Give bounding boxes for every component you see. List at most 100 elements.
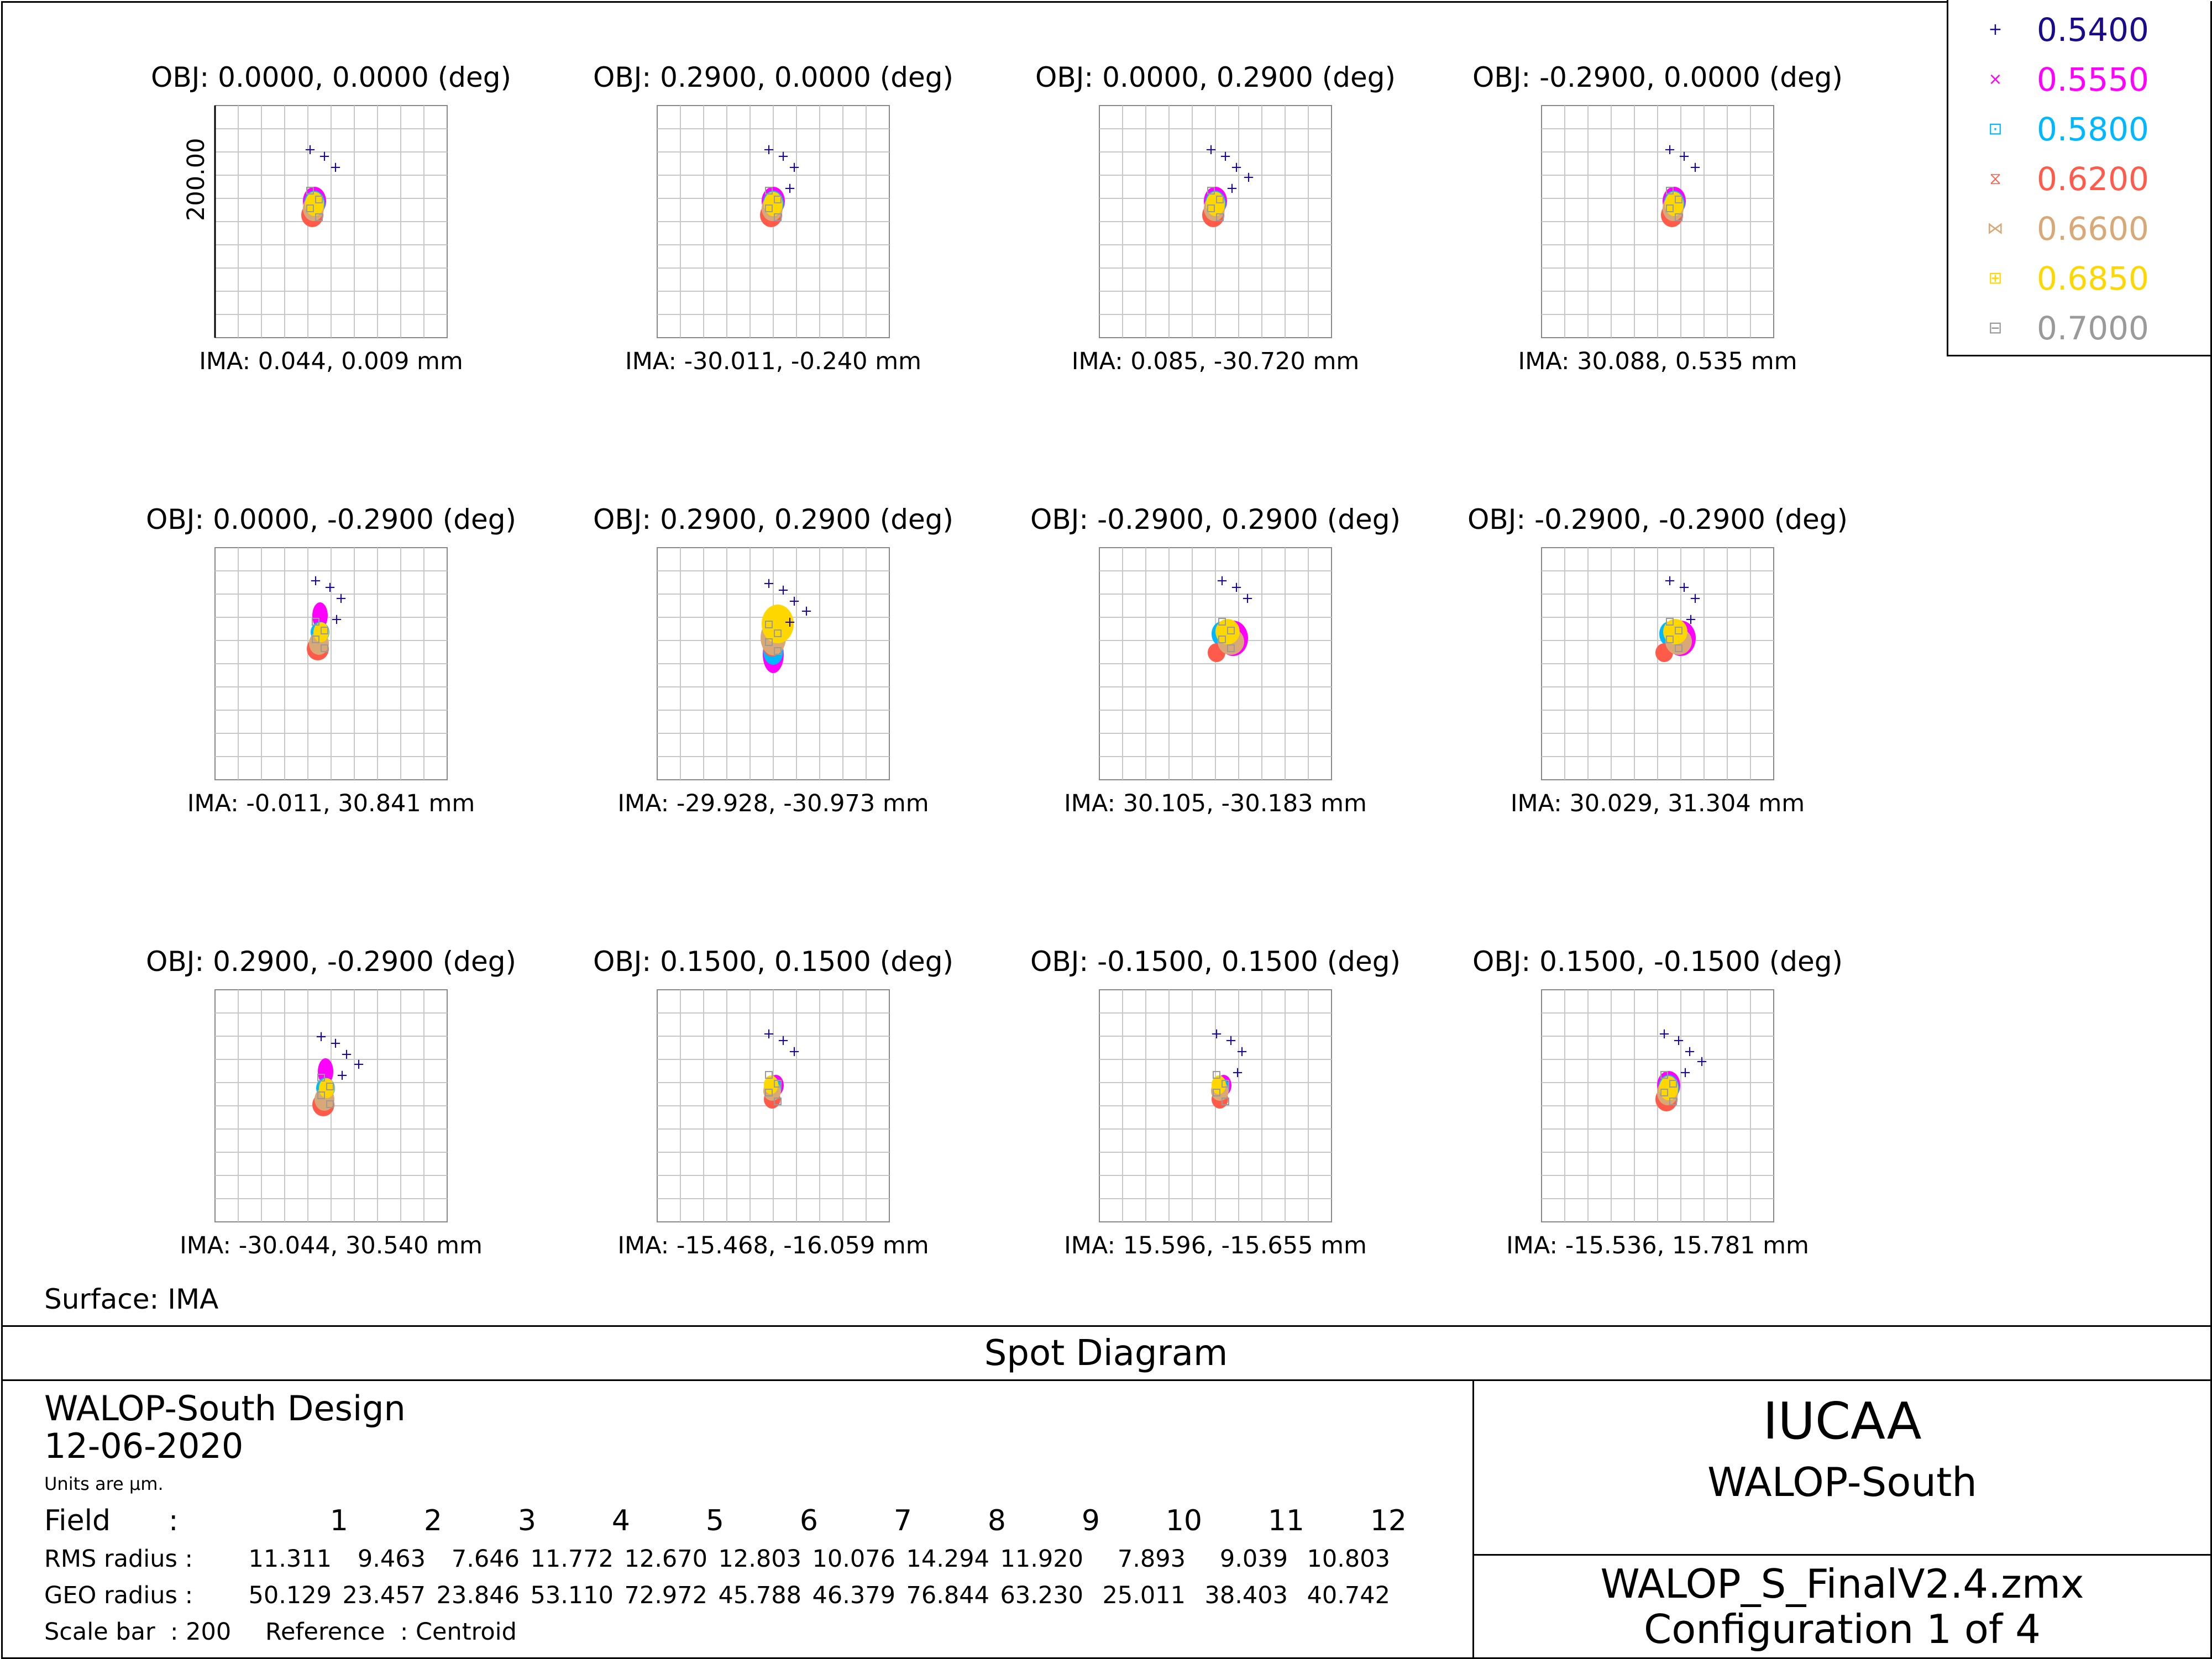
spot-plus-marker: + <box>1689 590 1701 607</box>
spot-plus-marker: + <box>318 148 331 165</box>
spot-marker <box>1666 618 1674 626</box>
spot-marker <box>1227 627 1235 634</box>
spot-marker <box>1669 1098 1677 1105</box>
spot-panel: + ++++ <box>1099 105 1332 338</box>
spot-marker <box>1669 1080 1677 1088</box>
panel-ima-label: IMA: 30.105, -30.183 mm <box>1064 790 1367 817</box>
spot-marker <box>774 196 782 203</box>
spot-marker <box>1227 644 1235 652</box>
spot-plus-marker: + <box>340 1046 353 1063</box>
spot-marker <box>1666 204 1674 212</box>
panel-obj-title: OBJ: 0.1500, 0.1500 (deg) <box>593 946 953 978</box>
rms-value: 11.311 <box>248 1545 332 1573</box>
divider-right <box>1472 1554 2210 1556</box>
rms-value: 10.076 <box>812 1545 895 1573</box>
field-number: 12 <box>1370 1504 1407 1537</box>
field-label: Field <box>44 1504 111 1537</box>
spot-plus-marker: + <box>1678 579 1690 596</box>
legend-symbol-icon: ⊡ <box>1988 119 2003 139</box>
spot-plus-marker: + <box>777 582 789 599</box>
spot-marker <box>765 621 773 628</box>
spot-plus-marker: + <box>1685 611 1697 628</box>
spot-marker <box>1666 187 1674 195</box>
spot-plus-marker: + <box>324 579 336 596</box>
spot-blob <box>312 602 328 629</box>
spot-blob <box>1659 1076 1678 1100</box>
spot-plus-marker: + <box>777 1032 789 1049</box>
spot-panel: + ++ <box>1541 105 1774 338</box>
panel-ima-label: IMA: -0.011, 30.841 mm <box>187 790 475 817</box>
spot-plus-marker: + <box>777 148 789 165</box>
spot-plus-marker: + <box>304 141 316 158</box>
legend-item: +0.5400 <box>1948 6 2210 55</box>
rms-value: 12.670 <box>624 1545 707 1573</box>
panel-obj-title: OBJ: -0.1500, 0.1500 (deg) <box>1030 946 1401 978</box>
spot-blob <box>1665 192 1684 216</box>
spot-marker <box>326 1100 334 1108</box>
spot-plus-marker: + <box>336 1067 348 1084</box>
rms-value: 7.646 <box>451 1545 520 1573</box>
spot-marker <box>774 647 782 655</box>
rms-value: 7.893 <box>1117 1545 1186 1573</box>
legend-wavelength: 0.6600 <box>2037 210 2149 248</box>
spot-plus-marker: + <box>1664 573 1676 589</box>
field-number: 6 <box>799 1504 818 1537</box>
spot-panel: + +++ <box>657 105 890 338</box>
panel-ima-label: IMA: -15.468, -16.059 mm <box>617 1232 929 1259</box>
legend-item: ⊡ 0.5800 <box>1948 105 2210 155</box>
rms-value: 10.803 <box>1307 1545 1390 1573</box>
spot-plus-marker: + <box>1230 159 1243 176</box>
divider-title <box>1 1379 2210 1381</box>
spot-panel: + ++++ <box>1541 989 1774 1222</box>
field-number: 9 <box>1081 1504 1100 1537</box>
geo-value: 23.457 <box>342 1582 426 1609</box>
spot-plus-marker: + <box>1664 141 1676 158</box>
legend-symbol-icon: × <box>1988 70 2003 89</box>
spot-plus-marker: + <box>1696 1053 1708 1070</box>
spot-marker <box>765 1089 773 1096</box>
panel-ima-label: IMA: -29.928, -30.973 mm <box>617 790 929 817</box>
spot-panel: + ++ <box>214 105 448 338</box>
panel-ima-label: IMA: 30.088, 0.535 mm <box>1518 348 1797 375</box>
spot-plus-marker: + <box>310 573 322 589</box>
geo-value: 53.110 <box>530 1582 614 1609</box>
spot-plus-marker: + <box>1689 159 1701 176</box>
panel-ima-label: IMA: 0.044, 0.009 mm <box>199 348 463 375</box>
spot-plus-marker: + <box>763 1026 775 1042</box>
spot-plus-marker: + <box>1219 148 1231 165</box>
spot-marker <box>1207 187 1215 195</box>
spot-plus-marker: + <box>329 1035 342 1052</box>
spot-plus-marker: + <box>331 611 343 628</box>
units-note: Units are µm. <box>44 1473 164 1494</box>
spot-plus-marker: + <box>784 614 796 631</box>
rms-row: RMS radius : 11.311 9.463 7.646 11.772 12.67… <box>44 1545 1390 1573</box>
field-row: Field : 1 2 3 4 5 6 7 8 9 10 11 12 <box>44 1504 1407 1537</box>
spot-blob <box>764 192 783 216</box>
panel-obj-title: OBJ: 0.0000, 0.2900 (deg) <box>1035 61 1396 93</box>
field-separator: : <box>169 1504 179 1537</box>
spot-panel: + ++ <box>657 989 890 1222</box>
spot-marker <box>765 1071 773 1079</box>
geo-value: 72.972 <box>624 1582 707 1609</box>
panel-obj-title: OBJ: -0.2900, 0.2900 (deg) <box>1030 503 1401 536</box>
spot-marker <box>312 618 319 626</box>
scale-bar-row: Scale bar : 200 Reference : Centroid <box>44 1618 517 1646</box>
spot-marker <box>774 1098 782 1105</box>
spot-plus-marker: + <box>763 141 775 158</box>
divider-vertical <box>1472 1379 1474 1658</box>
legend-item: ⧖ 0.6200 <box>1948 155 2210 204</box>
spot-plus-marker: + <box>1673 1032 1685 1049</box>
spot-plus-marker: + <box>1679 1064 1691 1081</box>
geo-row: GEO radius : 50.129 23.457 23.846 53.110 72.… <box>44 1582 1390 1609</box>
rms-value: 11.772 <box>530 1545 614 1573</box>
rms-value: 11.920 <box>1000 1545 1083 1573</box>
geo-value: 23.846 <box>436 1582 520 1609</box>
spot-plus-marker: + <box>315 1028 327 1045</box>
spot-marker <box>317 1091 325 1099</box>
spot-marker <box>1222 1080 1229 1088</box>
spot-marker <box>1675 196 1682 203</box>
legend-item: ⊞ 0.6850 <box>1948 254 2210 304</box>
spot-plus-marker: + <box>1658 1026 1670 1042</box>
spot-marker <box>315 196 323 203</box>
